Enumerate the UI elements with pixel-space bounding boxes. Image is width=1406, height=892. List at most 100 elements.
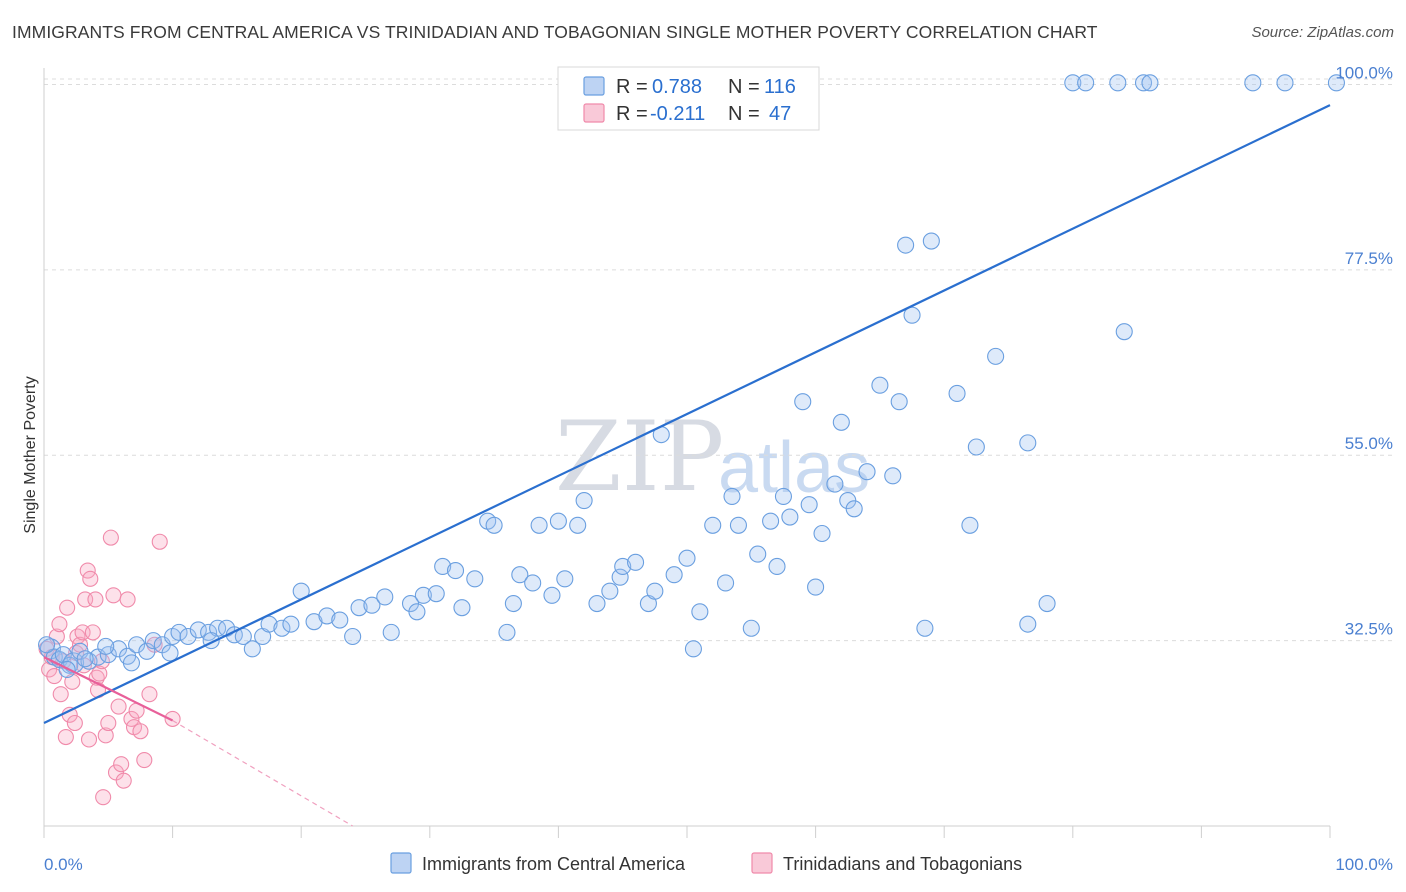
y-tick-label-1: 55.0% xyxy=(1345,434,1393,453)
blue-point-70 xyxy=(691,603,709,621)
blue-point-32 xyxy=(318,607,336,625)
blue-point-45 xyxy=(453,599,471,617)
legend-r-value-1: 0.788 xyxy=(652,76,702,98)
y-tick-label-2: 77.5% xyxy=(1345,249,1393,268)
trendline-pink xyxy=(43,656,174,722)
pink-point-6 xyxy=(52,686,69,703)
blue-point-102 xyxy=(1019,434,1037,452)
pink-point-45 xyxy=(151,533,168,550)
blue-point-34 xyxy=(344,627,362,646)
blue-point-80 xyxy=(781,508,799,526)
blue-point-35 xyxy=(350,599,368,617)
blue-point-25 xyxy=(243,640,261,658)
blue-point-96 xyxy=(922,232,940,250)
blue-point-38 xyxy=(382,623,400,641)
blue-point-95 xyxy=(916,619,934,637)
pink-point-12 xyxy=(66,714,83,732)
blue-point-68 xyxy=(678,549,696,567)
pink-point-28 xyxy=(95,789,112,806)
blue-point-98 xyxy=(961,516,979,534)
blue-point-60 xyxy=(601,582,619,600)
bottom-legend-label-2: Trinidadians and Tobagonians xyxy=(783,854,1022,874)
trendlines xyxy=(43,104,1331,827)
blue-point-100 xyxy=(987,347,1005,365)
series-central-america xyxy=(38,74,1345,679)
blue-point-52 xyxy=(524,574,542,592)
blue-point-86 xyxy=(832,413,850,431)
blue-point-50 xyxy=(504,594,522,613)
x-tick-label-0: 0.0% xyxy=(44,855,83,874)
pink-point-32 xyxy=(105,587,122,604)
pink-point-26 xyxy=(91,665,108,682)
pink-point-8 xyxy=(57,728,74,746)
legend-n-label-2: N = xyxy=(728,103,760,125)
blue-point-33 xyxy=(331,611,349,629)
blue-point-40 xyxy=(408,603,426,621)
blue-point-12 xyxy=(128,636,146,654)
pink-point-35 xyxy=(113,756,130,773)
blue-point-54 xyxy=(543,586,561,604)
blue-point-29 xyxy=(282,615,300,633)
blue-point-27 xyxy=(260,615,278,633)
blue-point-115 xyxy=(76,650,94,668)
correlation-legend: R = 0.788 N = 116 R = -0.211 N = 47 xyxy=(557,66,820,131)
pink-point-9 xyxy=(59,599,76,616)
series-legend: Immigrants from Central America Trinidad… xyxy=(390,852,1022,874)
blue-point-65 xyxy=(646,582,664,600)
blue-point-104 xyxy=(1064,74,1082,92)
pink-point-41 xyxy=(132,723,149,740)
blue-point-111 xyxy=(1276,74,1294,92)
blue-point-109 xyxy=(1141,74,1159,92)
blue-point-41 xyxy=(414,586,432,604)
blue-point-55 xyxy=(549,512,567,530)
blue-point-78 xyxy=(768,557,786,576)
blue-point-61 xyxy=(611,568,629,586)
trendline-pink-extension xyxy=(172,720,353,827)
legend-n-value-2: 47 xyxy=(769,103,791,125)
bottom-legend-label-1: Immigrants from Central America xyxy=(422,854,686,874)
trendline-blue xyxy=(43,104,1331,725)
blue-point-14 xyxy=(144,632,162,650)
legend-r-label-1: R = xyxy=(616,76,648,98)
legend-n-label-1: N = xyxy=(728,76,760,98)
pink-point-42 xyxy=(136,752,153,769)
pink-point-21 xyxy=(82,570,99,587)
pink-point-22 xyxy=(84,624,101,641)
pink-point-23 xyxy=(87,591,104,608)
blue-point-88 xyxy=(845,500,863,518)
blue-point-101 xyxy=(1019,615,1037,633)
blue-point-116 xyxy=(97,637,115,655)
blue-point-110 xyxy=(1244,74,1262,92)
blue-point-53 xyxy=(530,516,548,534)
blue-point-113 xyxy=(38,636,56,654)
blue-point-67 xyxy=(665,566,683,584)
blue-point-43 xyxy=(434,557,452,576)
x-tick-label-1: 100.0% xyxy=(1335,855,1393,874)
legend-swatch-blue xyxy=(583,76,605,96)
blue-point-75 xyxy=(742,619,760,637)
blue-point-108 xyxy=(1134,74,1153,92)
pink-point-29 xyxy=(97,727,114,744)
pink-point-36 xyxy=(115,772,132,789)
blue-point-117 xyxy=(122,654,140,672)
blue-point-97 xyxy=(948,384,966,402)
gridlines xyxy=(44,78,1394,642)
pink-point-11 xyxy=(64,673,81,690)
blue-point-72 xyxy=(717,574,735,592)
bottom-legend-swatch-pink xyxy=(751,852,773,874)
chart-title: IMMIGRANTS FROM CENTRAL AMERICA VS TRINI… xyxy=(12,22,1098,42)
blue-point-82 xyxy=(800,496,818,514)
blue-point-76 xyxy=(749,545,767,563)
blue-point-51 xyxy=(511,566,529,584)
blue-point-48 xyxy=(485,516,503,534)
blue-point-91 xyxy=(884,467,902,485)
blue-point-69 xyxy=(684,640,702,658)
pink-point-5 xyxy=(51,616,68,633)
pink-point-20 xyxy=(80,731,98,748)
blue-point-105 xyxy=(1077,74,1095,92)
legend-n-value-1: 116 xyxy=(764,76,796,98)
blue-point-71 xyxy=(704,516,722,534)
pink-point-31 xyxy=(102,529,119,546)
legend-r-label-2: R = xyxy=(616,103,648,125)
